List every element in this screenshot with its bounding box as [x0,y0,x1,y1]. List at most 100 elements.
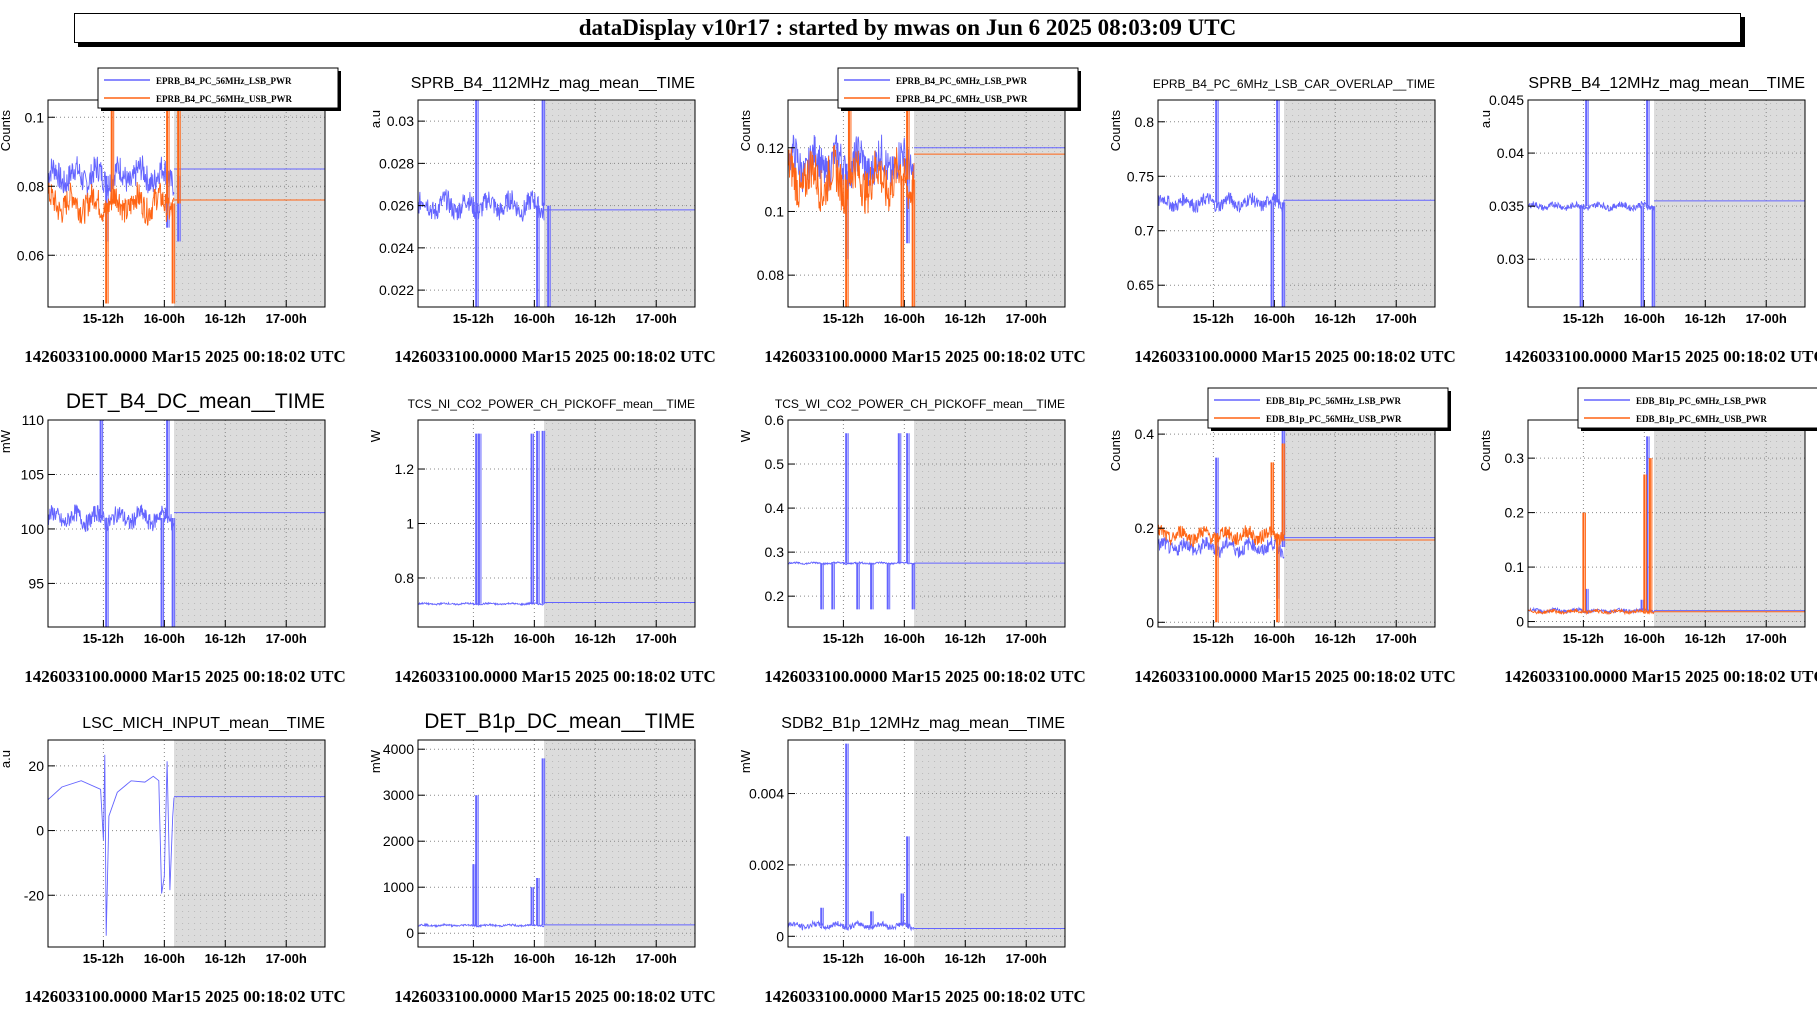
y-tick-label: 0.035 [1489,198,1524,214]
y-tick-label: 0.65 [1127,277,1154,293]
y-tick-label: 0.4 [765,500,785,516]
x-tick-label: 17-00h [1746,631,1787,646]
series-line [1528,201,1654,211]
y-tick-label: 0.1 [1505,559,1525,575]
x-tick-label: 15-12h [823,311,864,326]
x-tick-label: 17-00h [266,951,307,966]
y-axis-label: Counts [740,110,753,152]
x-tick-label: 16-12h [1685,631,1726,646]
chart-panel: 0.20.30.40.50.615-12h16-00h16-12h17-00hW… [740,380,1110,700]
x-tick-label: 17-00h [1006,311,1047,326]
future-region [1654,420,1805,627]
x-tick-label: 16-00h [514,951,555,966]
series-line [418,924,544,927]
y-tick-label: 105 [21,466,45,482]
panel-timestamp: 1426033100.0000 Mar15 2025 00:18:02 UTC [1110,667,1480,687]
y-tick-label: 0.8 [395,570,415,586]
panel-timestamp: 1426033100.0000 Mar15 2025 00:18:02 UTC [370,347,740,367]
y-tick-label: 0.028 [379,155,414,171]
panel-timestamp: 1426033100.0000 Mar15 2025 00:18:02 UTC [370,667,740,687]
y-tick-label: 0 [36,823,44,839]
x-tick-label: 16-12h [945,951,986,966]
x-tick-label: 16-00h [884,311,925,326]
y-tick-label: 0.022 [379,282,414,298]
y-tick-label: 0 [406,925,414,941]
x-tick-label: 16-12h [205,311,246,326]
x-tick-label: 17-00h [1376,311,1417,326]
x-tick-label: 17-00h [636,311,677,326]
legend-label: EPRB_B4_PC_56MHz_LSB_PWR [156,76,292,86]
y-tick-label: 1.2 [395,461,415,477]
x-tick-label: 15-12h [1563,631,1604,646]
chart-svg: 0.20.30.40.50.615-12h16-00h16-12h17-00hW… [740,380,1110,700]
y-tick-label: 0.2 [1135,520,1155,536]
page-title: dataDisplay v10r17 : started by mwas on … [74,13,1741,43]
legend: EDB_B1p_PC_6MHz_LSB_PWREDB_B1p_PC_6MHz_U… [1578,388,1817,431]
future-region [1284,420,1435,627]
legend-label: EPRB_B4_PC_6MHz_USB_PWR [896,94,1028,104]
x-tick-label: 16-12h [205,951,246,966]
y-tick-label: 0.2 [1505,505,1525,521]
legend: EDB_B1p_PC_56MHz_LSB_PWREDB_B1p_PC_56MHz… [1208,388,1451,431]
legend: EPRB_B4_PC_56MHz_LSB_PWR EPRB_B4_PC_56MHz… [98,68,341,111]
series-line [48,505,174,532]
legend-label: EDB_B1p_PC_6MHz_USB_PWR [1636,414,1768,424]
y-tick-label: 0.024 [379,240,414,256]
panel-timestamp: 1426033100.0000 Mar15 2025 00:18:02 UTC [740,667,1110,687]
y-tick-label: 0.3 [1505,450,1525,466]
x-tick-label: 17-00h [1006,631,1047,646]
y-tick-label: 1000 [383,879,414,895]
legend-label: EPRB_B4_PC_6MHz_LSB_PWR [896,76,1028,86]
y-axis-label: Counts [1110,430,1123,472]
y-axis-label: Counts [0,110,13,152]
future-region [544,100,695,307]
series-line [788,921,914,930]
panel-timestamp: 1426033100.0000 Mar15 2025 00:18:02 UTC [0,347,370,367]
x-tick-label: 16-12h [1315,311,1356,326]
y-tick-label: 3000 [383,787,414,803]
series-line [1158,525,1284,547]
y-tick-label: 0 [1146,614,1154,630]
x-tick-label: 15-12h [453,951,494,966]
x-tick-label: 15-12h [1563,311,1604,326]
chart-title: SPRB_B4_112MHz_mag_mean__TIME [411,75,695,92]
x-tick-label: 17-00h [266,631,307,646]
series-line [48,755,174,936]
legend-label: EPRB_B4_PC_56MHz_USB_PWR [156,94,292,104]
series-line [1158,536,1284,558]
y-tick-label: 0.045 [1489,92,1524,108]
y-tick-label: 0.6 [765,412,785,428]
chart-title: TCS_WI_CO2_POWER_CH_PICKOFF_mean__TIME [775,397,1065,411]
y-tick-label: 0.75 [1127,168,1154,184]
y-axis-label: Counts [1110,110,1123,152]
chart-title: LSC_MICH_INPUT_mean__TIME [82,715,325,732]
y-tick-label: 0.3 [765,544,785,560]
x-tick-label: 15-12h [83,951,124,966]
y-tick-label: 20 [28,758,44,774]
y-tick-label: 1 [406,516,414,532]
x-tick-label: 16-12h [205,631,246,646]
x-tick-label: 15-12h [453,311,494,326]
chart-title: TCS_NI_CO2_POWER_CH_PICKOFF_mean__TIME [408,397,695,411]
x-tick-label: 15-12h [823,951,864,966]
x-tick-label: 16-00h [1624,311,1665,326]
chart-title: SPRB_B4_12MHz_mag_mean__TIME [1528,75,1805,92]
x-tick-label: 17-00h [1006,951,1047,966]
y-tick-label: 0.7 [1135,223,1155,239]
y-tick-label: 2000 [383,833,414,849]
y-axis-label: a.u [0,750,13,768]
x-tick-label: 16-00h [884,631,925,646]
